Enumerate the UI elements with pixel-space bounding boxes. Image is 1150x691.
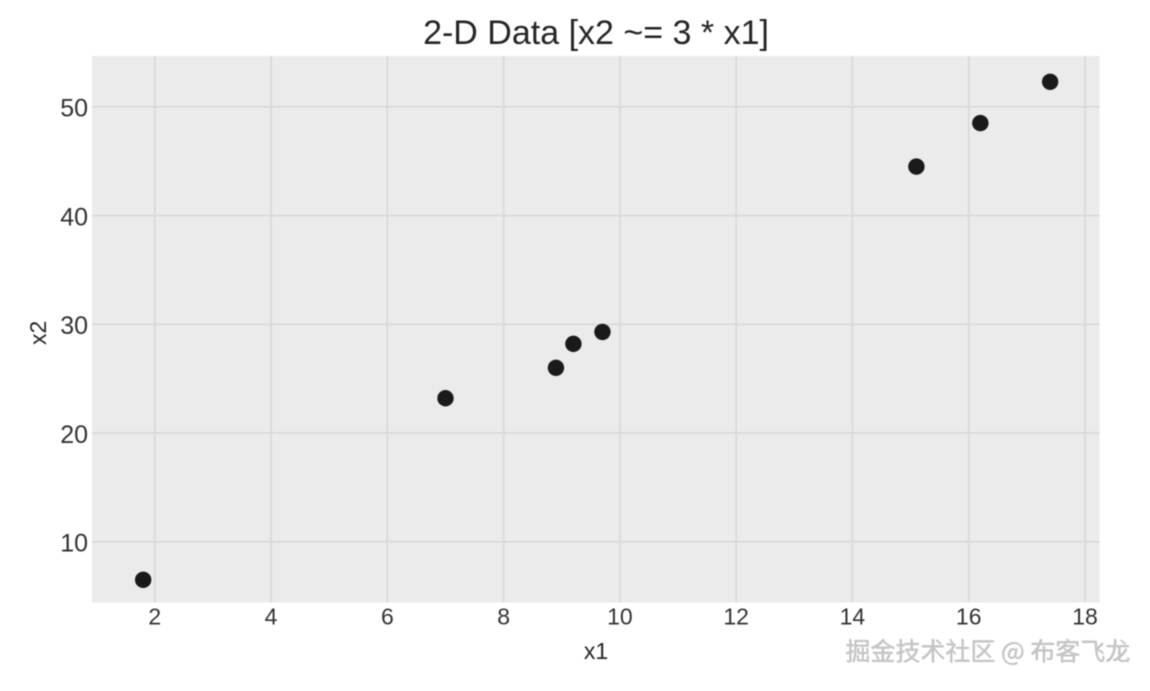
svg-text:10: 10: [60, 530, 88, 558]
svg-text:12: 12: [723, 604, 749, 630]
svg-text:4: 4: [265, 604, 278, 630]
svg-text:14: 14: [840, 604, 866, 630]
svg-text:50: 50: [60, 95, 88, 123]
svg-text:40: 40: [60, 203, 88, 231]
svg-text:8: 8: [497, 604, 510, 630]
svg-text:2: 2: [148, 604, 161, 630]
svg-text:10: 10: [607, 604, 633, 630]
svg-text:18: 18: [1072, 604, 1098, 630]
svg-text:6: 6: [381, 604, 394, 630]
svg-text:16: 16: [956, 604, 982, 630]
svg-text:20: 20: [60, 421, 88, 449]
svg-text:30: 30: [60, 312, 88, 340]
